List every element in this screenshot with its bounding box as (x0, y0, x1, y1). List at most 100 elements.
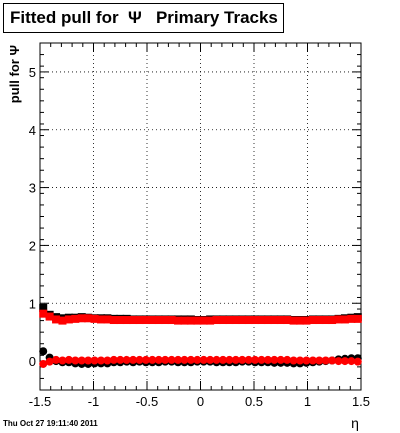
data-point (45, 312, 54, 321)
data-point (218, 316, 227, 325)
data-point (103, 356, 112, 365)
x-axis-label: η (351, 415, 359, 431)
data-point (96, 356, 105, 365)
data-point (289, 356, 298, 365)
data-point (218, 355, 227, 364)
data-point (58, 356, 67, 365)
data-point (270, 316, 279, 325)
data-point (129, 316, 138, 325)
chart-title: Fitted pull for Ψ Primary Tracks (3, 3, 284, 33)
data-point (199, 316, 208, 325)
data-point (270, 355, 279, 364)
data-point (334, 315, 343, 324)
data-point (321, 316, 330, 325)
data-point (257, 355, 266, 364)
y-tick-label: 1 (29, 296, 36, 311)
data-point (58, 316, 67, 325)
data-point (186, 316, 195, 325)
tick-labels: -1.5 -1 -0.5 0 0.5 1 1.5 0 1 2 3 4 5 (29, 65, 370, 409)
data-point (109, 316, 118, 325)
data-point (161, 355, 170, 364)
data-point (347, 314, 356, 323)
data-point (231, 355, 240, 364)
y-axis-label: pull for Ψ (7, 45, 22, 103)
data-point (244, 316, 253, 325)
data-point (174, 316, 183, 325)
data-point (206, 355, 215, 364)
data-point (39, 347, 48, 356)
data-point (238, 316, 247, 325)
x-tick-label: -1.5 (29, 394, 51, 409)
data-point (225, 316, 234, 325)
data-point (180, 316, 189, 325)
data-point (193, 316, 202, 325)
data-point (64, 355, 73, 364)
data-point (263, 316, 272, 325)
data-point (84, 314, 93, 323)
data-point (225, 355, 234, 364)
data-point (148, 355, 157, 364)
x-tick-label: -1 (88, 394, 100, 409)
data-point (328, 356, 337, 365)
y-tick-label: 3 (29, 181, 36, 196)
data-point (90, 314, 99, 323)
data-point (71, 356, 80, 365)
data-point (289, 316, 298, 325)
data-point (321, 356, 330, 365)
data-point (129, 355, 138, 364)
data-point (347, 357, 356, 366)
data-point (39, 359, 48, 368)
y-tick-label: 5 (29, 65, 36, 80)
data-point (257, 316, 266, 325)
data-point (116, 355, 125, 364)
data-point (135, 355, 144, 364)
data-point (84, 356, 93, 365)
data-point (39, 303, 48, 312)
data-point (167, 316, 176, 325)
x-tick-label: 1 (304, 394, 311, 409)
data-point (276, 355, 285, 364)
data-point (199, 355, 208, 364)
data-point (353, 357, 362, 366)
timestamp: Thu Oct 27 19:11:40 2011 (3, 419, 98, 428)
data-point (77, 314, 86, 323)
data-point (206, 316, 215, 325)
data-point (135, 316, 144, 325)
data-marks (39, 303, 362, 368)
data-point (308, 316, 317, 325)
y-tick-label: 4 (29, 123, 36, 138)
data-point (77, 356, 86, 365)
data-point (296, 356, 305, 365)
data-point (154, 355, 163, 364)
y-tick-label: 0 (29, 354, 36, 369)
data-point (212, 355, 221, 364)
data-point (231, 316, 240, 325)
data-point (52, 315, 61, 324)
data-point (238, 355, 247, 364)
data-point (122, 316, 131, 325)
data-point (116, 316, 125, 325)
data-point (251, 355, 260, 364)
data-point (212, 316, 221, 325)
data-point (186, 355, 195, 364)
data-point (161, 316, 170, 325)
data-point (96, 315, 105, 324)
data-point (141, 355, 150, 364)
data-point (103, 315, 112, 324)
data-point (308, 356, 317, 365)
grid (40, 43, 361, 390)
data-point (315, 356, 324, 365)
data-point (71, 314, 80, 323)
data-point (251, 316, 260, 325)
data-point (302, 356, 311, 365)
data-point (39, 309, 48, 318)
data-point (315, 316, 324, 325)
data-point (174, 355, 183, 364)
data-point (334, 357, 343, 366)
x-tick-label: 1.5 (352, 394, 370, 409)
data-point (167, 355, 176, 364)
data-point (45, 357, 54, 366)
data-point (180, 355, 189, 364)
data-point (263, 355, 272, 364)
